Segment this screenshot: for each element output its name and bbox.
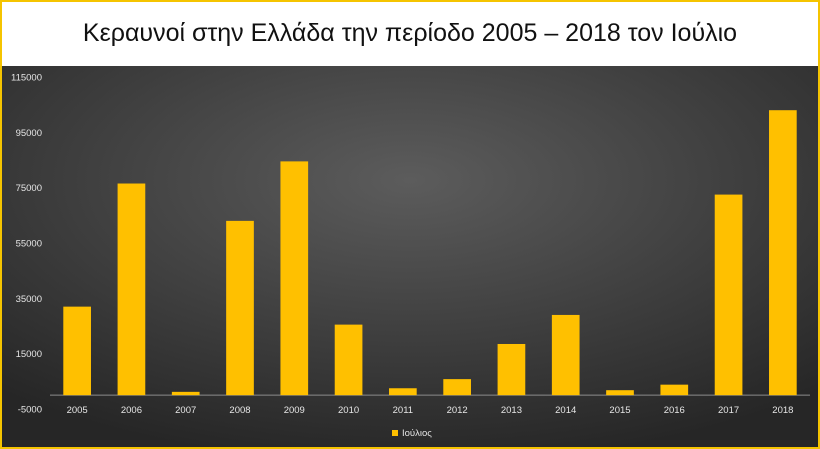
x-tick-label: 2008 [229, 405, 250, 416]
bar-2013 [497, 343, 526, 396]
y-tick-label: 75000 [16, 183, 42, 194]
bar-2005 [63, 306, 91, 396]
bars [63, 110, 797, 396]
bar-2007 [171, 391, 200, 396]
x-tick-label: 2012 [447, 405, 468, 416]
y-tick-label: 15000 [16, 349, 42, 360]
bar-2018 [769, 110, 797, 396]
bar-2008 [226, 220, 254, 396]
bar-2011 [389, 388, 417, 396]
x-tick-label: 2016 [664, 405, 685, 416]
bar-chart: 115000 95000 75000 55000 35000 15000 -5000 200… [2, 66, 818, 447]
bar-2015 [606, 390, 634, 396]
x-tick-label: 2015 [609, 405, 630, 416]
x-tick-label: 2006 [121, 405, 142, 416]
x-tick-label: 2007 [175, 405, 196, 416]
bar-2016 [660, 384, 689, 396]
legend-label: Ιούλιος [402, 428, 432, 439]
bar-2006 [117, 183, 146, 396]
x-tick-label: 2011 [393, 405, 413, 416]
bar-2014 [551, 314, 580, 396]
x-tick-label: 2013 [501, 405, 522, 416]
legend-swatch [392, 430, 398, 436]
x-tick-label: 2010 [338, 405, 359, 416]
bar-2017 [714, 194, 743, 396]
x-axis: 2005 2006 2007 2008 2009 2010 2011 2012 2013 2014… [67, 405, 794, 416]
chart-title: Κεραυνοί στην Ελλάδα την περίοδο 2005 – … [82, 19, 738, 47]
x-tick-label: 2005 [67, 405, 88, 416]
x-tick-label: 2018 [772, 405, 793, 416]
chart-area: 115000 95000 75000 55000 35000 15000 -5000 200… [2, 66, 818, 447]
x-tick-label: 2014 [555, 405, 576, 416]
y-tick-label: 35000 [16, 294, 42, 305]
x-tick-label: 2009 [284, 405, 305, 416]
y-tick-label: 115000 [11, 73, 42, 84]
bar-2012 [443, 379, 471, 396]
bar-2009 [280, 161, 309, 396]
y-tick-label: 55000 [16, 239, 42, 250]
legend: Ιούλιος [392, 428, 432, 439]
bar-2010 [334, 324, 363, 396]
y-tick-label: -5000 [18, 405, 42, 416]
y-tick-label: 95000 [16, 128, 42, 139]
x-tick-label: 2017 [718, 405, 739, 416]
